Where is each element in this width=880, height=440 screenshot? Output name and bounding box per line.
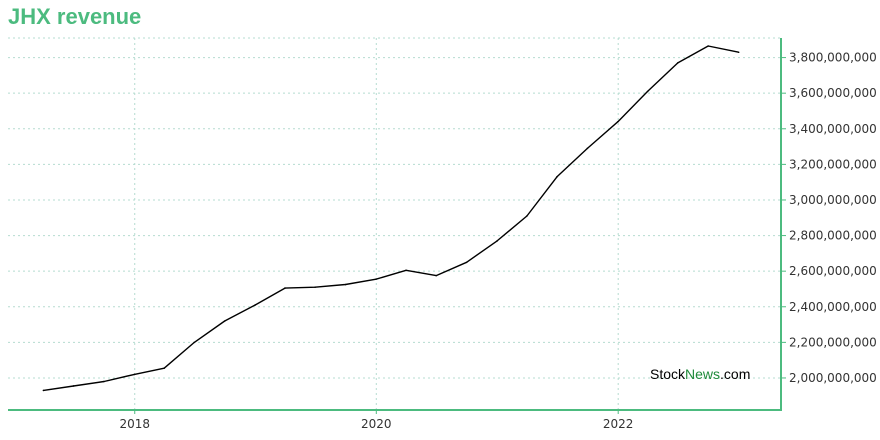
- data-point: [284, 287, 286, 289]
- y-tick-label: 3,000,000,000: [789, 193, 877, 207]
- data-point: [465, 261, 468, 264]
- axes: [8, 38, 786, 414]
- data-point: [435, 274, 437, 277]
- data-point: [496, 240, 498, 242]
- data-point: [133, 373, 136, 376]
- y-tick-label: 2,800,000,000: [789, 229, 877, 243]
- data-point: [646, 90, 649, 93]
- data-point: [314, 286, 316, 288]
- y-tick-label: 2,000,000,000: [789, 371, 877, 385]
- y-tick-label: 3,600,000,000: [789, 86, 877, 100]
- data-point: [223, 320, 226, 322]
- y-tick-label: 2,400,000,000: [789, 300, 877, 314]
- data-point: [556, 176, 558, 178]
- data-point: [707, 45, 710, 47]
- watermark-stock: Stock: [650, 366, 686, 382]
- data-point: [254, 304, 256, 306]
- data-point: [344, 283, 347, 286]
- data-point: [375, 278, 377, 280]
- y-tick-label: 3,800,000,000: [789, 51, 877, 65]
- chart-title: JHX revenue: [8, 4, 142, 29]
- data-point: [676, 62, 679, 64]
- data-point: [163, 367, 165, 369]
- data-point: [405, 269, 407, 272]
- data-point: [586, 147, 589, 150]
- data-point: [72, 385, 75, 387]
- watermark: StockNews.com: [650, 366, 750, 382]
- x-tick-label: 2020: [361, 417, 392, 431]
- data-point: [737, 51, 740, 54]
- watermark-news: News: [685, 366, 720, 382]
- watermark-domain: .com: [720, 366, 750, 382]
- gridlines: [8, 37, 781, 410]
- data-point: [103, 380, 105, 383]
- y-tick-label: 2,200,000,000: [789, 335, 877, 349]
- y-tick-label: 3,200,000,000: [789, 157, 877, 171]
- tick-labels: 2,000,000,000 2,200,000,000 2,400,000,000 2…: [119, 51, 876, 431]
- y-tick-label: 3,400,000,000: [789, 122, 877, 136]
- x-tick-label: 2018: [119, 417, 150, 431]
- data-point: [617, 120, 619, 123]
- y-tick-label: 2,600,000,000: [789, 264, 877, 278]
- data-point: [193, 341, 196, 344]
- revenue-series-line: [43, 45, 739, 392]
- data-point: [526, 215, 528, 217]
- data-point: [42, 389, 45, 392]
- series-layer: [42, 45, 740, 392]
- x-tick-label: 2022: [603, 417, 634, 431]
